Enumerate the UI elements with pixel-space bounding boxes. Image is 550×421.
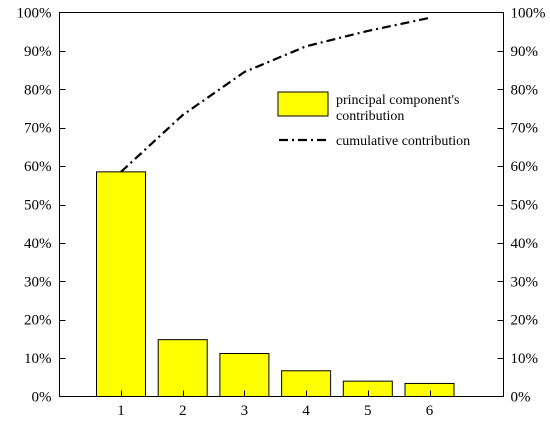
left-y-tick-label: 90% xyxy=(24,44,52,60)
x-tick-label: 6 xyxy=(426,403,434,419)
legend: principal component's contribution cumul… xyxy=(277,91,470,149)
legend-bar-label-line2: contribution xyxy=(336,109,404,124)
right-y-tick-label: 30% xyxy=(511,274,539,290)
right-y-tick-label: 100% xyxy=(511,6,546,22)
cumulative-line-series xyxy=(120,16,430,173)
left-y-tick-label: 100% xyxy=(17,6,52,22)
left-y-tick-label: 0% xyxy=(32,390,52,406)
x-tick-label: 1 xyxy=(117,403,125,419)
bar-component-3 xyxy=(219,352,270,398)
x-tick-label: 3 xyxy=(241,403,249,419)
right-y-tick-label: 90% xyxy=(511,44,539,60)
cumulative-contribution-line xyxy=(120,16,430,173)
right-y-tick-label: 40% xyxy=(511,236,539,252)
right-y-tick-label: 20% xyxy=(511,313,539,329)
left-y-tick-label: 30% xyxy=(24,274,52,290)
legend-line-label: cumulative contribution xyxy=(336,134,470,149)
right-y-tick-label: 0% xyxy=(511,390,531,406)
bar-component-2 xyxy=(157,339,208,397)
bar-series xyxy=(96,171,455,398)
y-axis-ticks: 0% 0% 10% 10% 20% 20% 30% 30% 40% 40% 50% 50% 60% 60%… xyxy=(17,6,546,406)
x-tick-label: 4 xyxy=(302,403,310,419)
left-y-tick-label: 80% xyxy=(24,82,52,98)
legend-bar-swatch xyxy=(277,91,329,117)
left-y-tick-label: 70% xyxy=(24,121,52,137)
left-y-tick-label: 20% xyxy=(24,313,52,329)
left-y-tick-label: 50% xyxy=(24,198,52,214)
right-y-tick-label: 50% xyxy=(511,198,539,214)
right-y-tick-label: 10% xyxy=(511,351,539,367)
left-y-tick-label: 40% xyxy=(24,236,52,252)
left-y-tick-label: 60% xyxy=(24,159,52,175)
x-tick-label: 2 xyxy=(179,403,187,419)
legend-bar-label-line1: principal component's xyxy=(336,93,459,108)
bar-component-1 xyxy=(96,171,146,397)
bar-component-6 xyxy=(404,382,455,397)
left-y-tick-label: 10% xyxy=(24,351,52,367)
right-y-tick-label: 60% xyxy=(511,159,539,175)
right-y-tick-label: 80% xyxy=(511,82,539,98)
x-tick-label: 5 xyxy=(364,403,372,419)
x-axis-ticks: 1 2 3 4 5 6 xyxy=(117,390,434,419)
right-y-tick-label: 70% xyxy=(511,121,539,137)
bar-component-5 xyxy=(342,380,393,398)
